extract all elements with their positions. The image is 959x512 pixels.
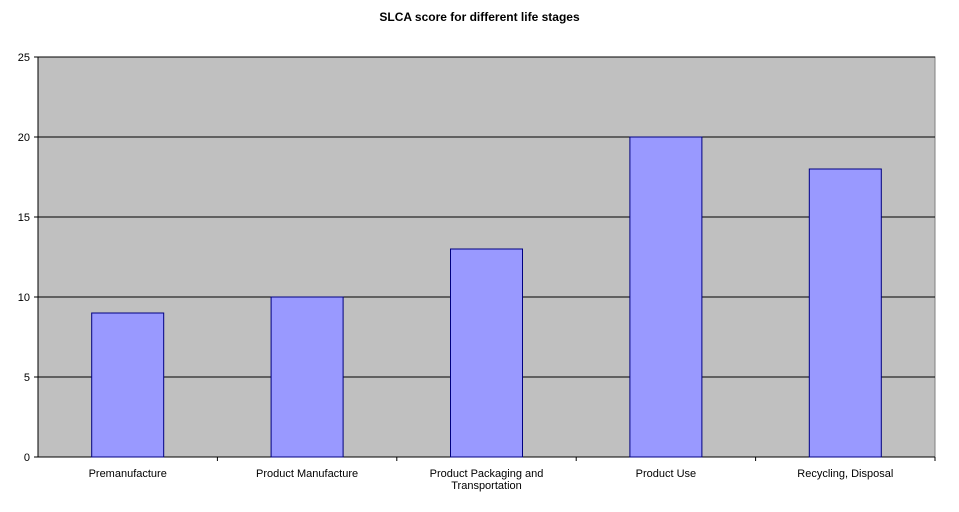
bar [450,248,523,458]
bar [629,136,703,458]
y-tick-label: 25 [18,52,30,64]
x-tick-label: Product Use [636,468,697,480]
bar [91,312,165,458]
chart-title: SLCA score for different life stages [379,10,580,24]
y-tick-label: 10 [18,292,30,304]
bar [808,168,882,458]
bar [270,296,344,458]
y-tick-label: 15 [18,212,30,224]
y-tick-label: 0 [24,452,30,464]
x-tick-label: Premanufacture [89,468,167,480]
x-tick-label: Recycling, Disposal [797,468,893,480]
x-tick-label: Product Manufacture [256,468,358,480]
x-tick-label: Transportation [451,480,522,492]
x-tick-label: Product Packaging and [430,468,544,480]
y-tick-label: 5 [24,372,30,384]
y-tick-label: 20 [18,132,30,144]
